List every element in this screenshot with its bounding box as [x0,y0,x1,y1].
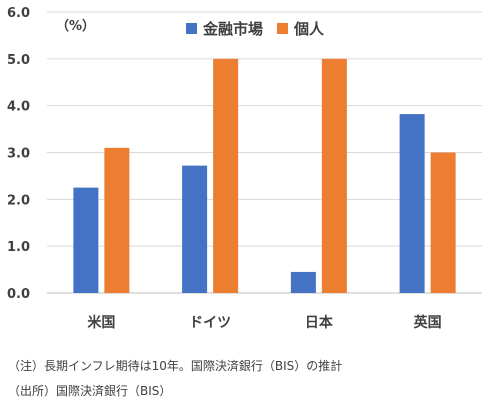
bar-chart: 0.0 1.0 2.0 3.0 4.0 5.0 6.0 米国 ドイツ 日本 英国 [7,6,482,331]
x-category-label: 日本 [305,314,334,331]
legend-label-series-1: 金融市場 [203,20,264,38]
x-category-label: 英国 [413,314,442,331]
bar-series-1 [399,114,425,293]
legend-label-series-2: 個人 [294,20,325,38]
bar-series-1 [290,271,316,293]
bar-series-1 [182,165,208,293]
bar-series-1 [73,187,99,293]
bar-series-2 [321,58,347,294]
y-tick-label: 5.0 [7,53,30,68]
legend-item-series-1: 金融市場 [186,18,263,39]
y-tick-label: 0.0 [7,287,30,302]
legend-swatch-series-1 [186,23,197,34]
footnote-note: （注）長期インフレ期待は10年。国際決済銀行（BIS）の推計 [8,359,343,373]
bar-series-2 [213,58,239,294]
x-category-label: ドイツ [189,315,231,331]
y-tick-label: 4.0 [7,100,30,115]
footnote-source: （出所）国際決済銀行（BIS） [8,384,172,398]
chart-legend: 金融市場 個人 [186,18,324,39]
y-tick-label: 6.0 [7,6,30,21]
x-category-label: 米国 [87,314,115,331]
legend-swatch-series-2 [277,23,289,34]
bar-series-2 [104,147,130,293]
y-tick-label: 1.0 [7,240,30,255]
y-tick-label: 2.0 [7,193,30,208]
y-axis-unit-label: （%） [56,19,96,34]
bar-series-2 [430,152,456,293]
y-tick-label: 3.0 [7,147,30,162]
legend-item-series-2: 個人 [277,18,324,39]
